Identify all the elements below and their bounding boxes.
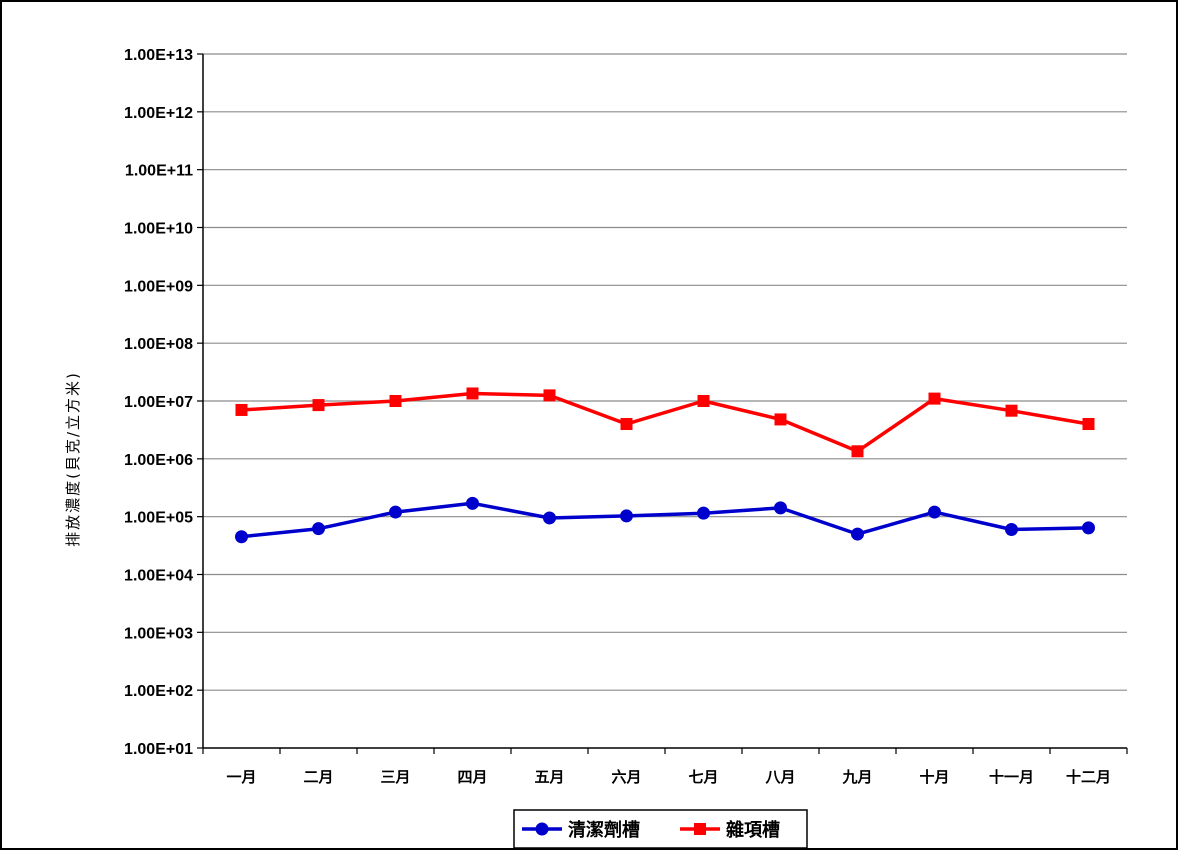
data-point (851, 527, 864, 541)
y-tick-label: 1.00E+09 (124, 278, 193, 295)
data-point (389, 505, 402, 519)
x-tick-label: 九月 (841, 768, 872, 786)
series-line (241, 391, 1089, 454)
y-tick-label: 1.00E+13 (124, 47, 193, 64)
x-tick-label: 六月 (611, 768, 641, 786)
x-tick-label: 十一月 (989, 768, 1034, 786)
data-point (235, 403, 248, 416)
series-1 (235, 496, 1095, 544)
y-tick-label: 1.00E+02 (124, 683, 193, 700)
data-point (466, 496, 479, 510)
legend-item-2: 雜項槽 (680, 819, 780, 841)
data-point (235, 530, 248, 544)
legend-marker (694, 823, 706, 835)
data-point (466, 387, 479, 400)
y-tick-label: 1.00E+12 (124, 105, 193, 122)
data-point (1005, 522, 1018, 536)
x-tick-label: 十二月 (1066, 768, 1111, 786)
data-point (928, 392, 941, 405)
y-axis-title: 排放濃度(貝克/立方米) (64, 371, 82, 547)
y-tick-label: 1.00E+05 (124, 510, 193, 527)
series-2 (235, 387, 1095, 458)
x-tick-label: 三月 (380, 768, 410, 786)
y-tick-label: 1.00E+08 (124, 336, 193, 353)
series-lines (235, 387, 1095, 544)
legend-marker (535, 822, 549, 836)
gridlines (203, 53, 1127, 691)
axes (197, 53, 1128, 754)
data-point (774, 501, 787, 515)
y-tick-label: 1.00E+04 (124, 568, 193, 585)
data-point (1005, 404, 1018, 417)
y-tick-label: 1.00E+07 (124, 394, 193, 411)
legend: 清潔劑槽 雜項槽 (513, 809, 808, 849)
legend-box (513, 809, 808, 849)
data-point (620, 418, 633, 431)
data-point (851, 445, 864, 458)
y-tick-label: 1.00E+06 (124, 452, 193, 469)
x-tick-label: 二月 (303, 768, 333, 786)
data-point (1082, 521, 1095, 535)
y-tick-labels: 1.00E+01 1.00E+02 1.00E+03 1.00E+04 1.00E+05… (124, 47, 193, 758)
x-tick-label: 七月 (688, 768, 718, 786)
data-point (620, 509, 633, 523)
series-line (241, 501, 1089, 539)
y-tick-label: 1.00E+03 (124, 625, 193, 642)
x-tick-label: 四月 (457, 768, 487, 786)
data-point (312, 399, 325, 412)
data-point (389, 395, 402, 407)
legend-item-1: 清潔劑槽 (522, 819, 640, 841)
data-point (697, 506, 710, 520)
x-tick-label: 八月 (764, 768, 795, 786)
data-point (774, 413, 787, 426)
data-point (543, 511, 556, 525)
x-tick-label: 五月 (534, 768, 564, 786)
legend-label: 清潔劑槽 (568, 819, 640, 841)
data-point (928, 505, 941, 519)
legend-label: 雜項槽 (726, 819, 780, 841)
x-tick-label: 一月 (226, 768, 256, 786)
data-point (543, 389, 556, 402)
y-tick-label: 1.00E+11 (125, 163, 193, 180)
y-tick-label: 1.00E+01 (124, 741, 193, 758)
data-point (312, 522, 325, 536)
data-point (1082, 418, 1095, 431)
x-tick-labels: 一月 二月 三月 四月 五月 六月 七月 八月 九月 十月 十一月 十二月 (226, 768, 1111, 786)
y-tick-label: 1.00E+10 (124, 221, 193, 238)
x-tick-label: 十月 (919, 768, 949, 786)
data-point (697, 395, 710, 407)
